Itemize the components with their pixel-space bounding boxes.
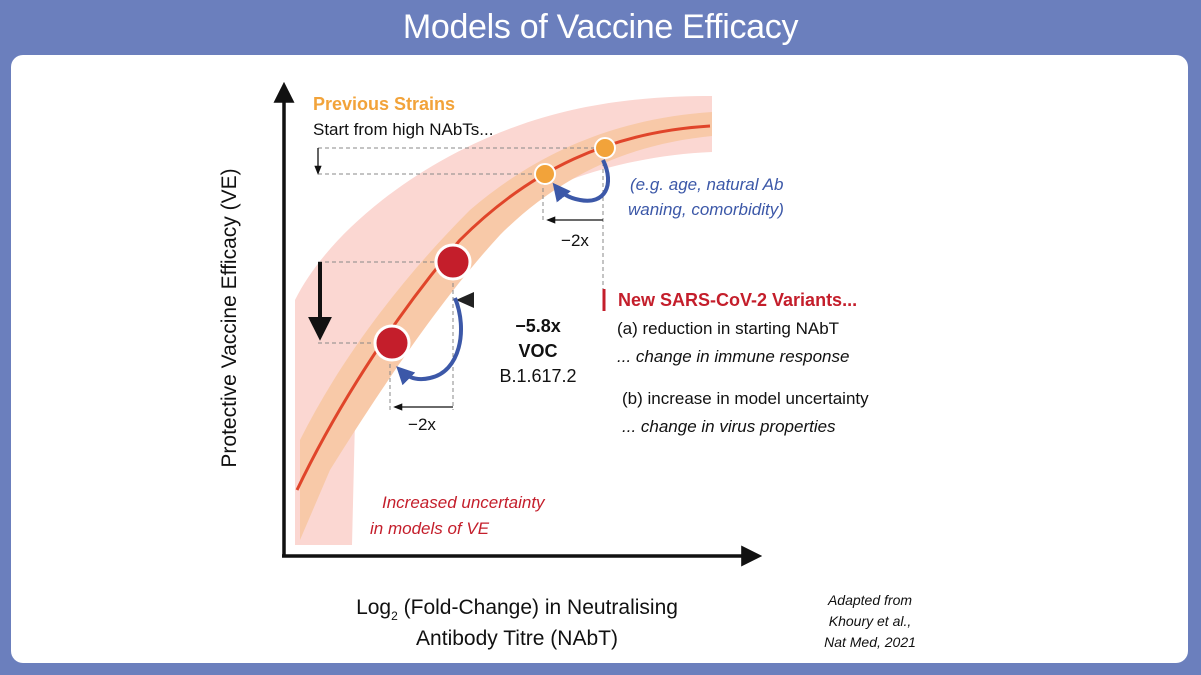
uncertainty-label-line1: Increased uncertainty xyxy=(382,493,546,512)
uncertainty-label-line2: in models of VE xyxy=(370,519,490,538)
variants-heading: New SARS-CoV-2 Variants... xyxy=(618,290,857,310)
waning-cause-line1: (e.g. age, natural Ab xyxy=(630,175,783,194)
citation-line3: Nat Med, 2021 xyxy=(824,634,916,650)
y-axis-label: Protective Vaccine Efficacy (VE) xyxy=(218,168,241,467)
variants-point-b-sub: ... change in virus properties xyxy=(622,417,836,436)
x-axis-label: Log2 (Fold-Change) in Neutralising xyxy=(356,596,678,623)
uncertainty-band-outer xyxy=(295,96,712,545)
citation-line2: Khoury et al., xyxy=(829,613,912,629)
x-axis-label-line2: Antibody Titre (NAbT) xyxy=(416,627,618,650)
variant-shift-label: −5.8x xyxy=(515,316,561,336)
variant-fold-label: −2x xyxy=(408,415,436,434)
variants-point-b: (b) increase in model uncertainty xyxy=(622,389,869,408)
variant-waned-point xyxy=(373,324,411,362)
previous-waned-point xyxy=(534,163,556,185)
variant-start-point xyxy=(434,243,472,281)
waning-arrow-previous xyxy=(552,159,610,203)
previous-start-point xyxy=(594,137,616,159)
citation-line1: Adapted from xyxy=(827,592,912,608)
previous-fold-label: −2x xyxy=(561,231,589,250)
variants-point-a-sub: ... change in immune response xyxy=(617,347,849,366)
variant-shift-arrowhead xyxy=(456,292,474,308)
waning-arrow-variant xyxy=(396,297,463,386)
waning-cause-line2: waning, comorbidity) xyxy=(628,200,784,219)
page-title: Models of Vaccine Efficacy xyxy=(402,8,799,46)
previous-strains-heading: Previous Strains xyxy=(313,94,455,114)
efficacy-curve xyxy=(295,124,711,491)
previous-strains-subheading: Start from high NAbTs... xyxy=(313,120,493,139)
variant-voc-label: VOC xyxy=(518,341,557,361)
uncertainty-band-inner xyxy=(300,112,712,540)
variants-point-a: (a) reduction in starting NAbT xyxy=(617,319,839,338)
variant-lineage-label: B.1.617.2 xyxy=(499,366,576,386)
